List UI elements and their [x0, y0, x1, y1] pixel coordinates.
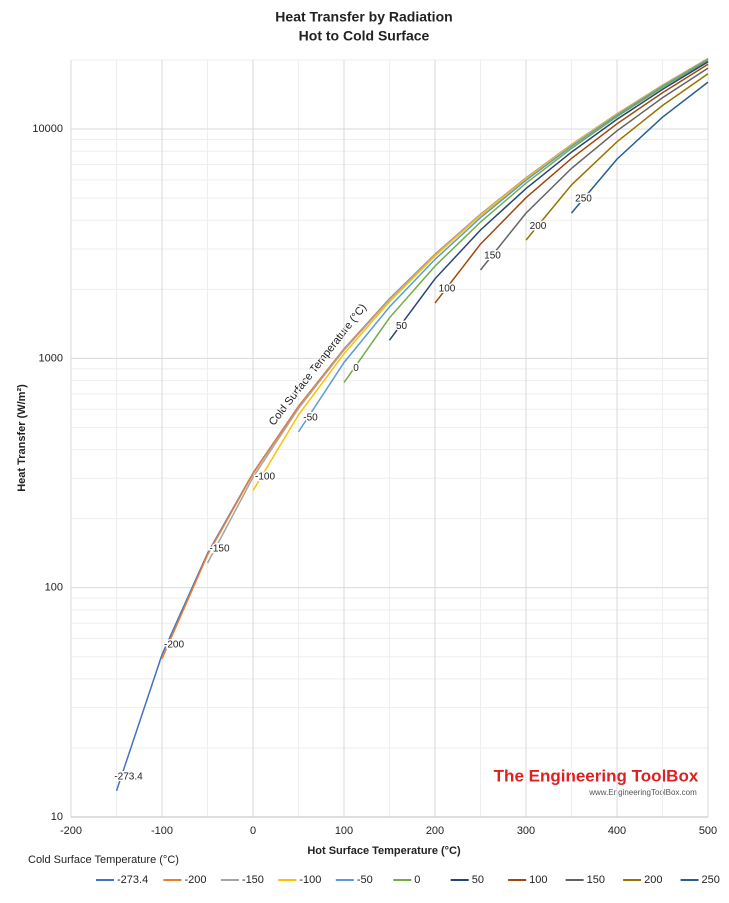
chart-title: Heat Transfer by Radiation [275, 9, 452, 25]
series-line [115, 58, 709, 792]
legend-title: Cold Surface Temperature (°C) [28, 854, 179, 866]
x-tick-label: 200 [426, 825, 444, 837]
series-line [206, 58, 709, 564]
series-line [434, 63, 709, 304]
watermark: The Engineering ToolBox [494, 766, 699, 785]
y-axis-label: Heat Transfer (W/m²) [16, 384, 28, 492]
series-inline-label: 200 [530, 221, 547, 232]
x-tick-label: -100 [151, 825, 173, 837]
series-line [343, 59, 709, 384]
plot-layer: -200 -100 0 100 200 300 400 50010100100010000-2… [32, 58, 720, 886]
series-inline-label: 0 [353, 363, 359, 374]
legend-label: -100 [299, 874, 321, 886]
watermark-url: www.EngineeringToolBox.com [588, 788, 697, 797]
y-tick-label: 1000 [39, 352, 63, 364]
series-line [388, 61, 709, 341]
legend-label: -50 [357, 874, 373, 886]
legend-label: -273.4 [117, 874, 148, 886]
series-inline-label: -273.4 [114, 772, 143, 783]
y-tick-label: 100 [45, 582, 63, 594]
x-tick-label: 100 [335, 825, 353, 837]
x-tick-label: -200 [60, 825, 82, 837]
legend-label: 250 [702, 874, 720, 886]
legend-label: 50 [472, 874, 484, 886]
x-tick-label: 0 [250, 825, 256, 837]
series-inline-label: 250 [575, 194, 592, 205]
series-inline-label: -50 [303, 413, 318, 424]
series-inline-label: -150 [209, 544, 229, 555]
x-tick-label: 400 [608, 825, 626, 837]
series-line [479, 67, 709, 271]
series-line [297, 58, 709, 433]
series-inline-label: 100 [439, 284, 456, 295]
y-tick-label: 10 [51, 811, 63, 823]
legend-label: 200 [644, 874, 662, 886]
legend-label: 150 [587, 874, 605, 886]
legend-label: 0 [414, 874, 420, 886]
series-inline-label: 50 [396, 321, 408, 332]
x-tick-label: 300 [517, 825, 535, 837]
x-axis-label: Hot Surface Temperature (°C) [307, 845, 461, 857]
series-inline-label: 150 [484, 251, 501, 262]
legend-label: -150 [242, 874, 264, 886]
chart-subtitle: Hot to Cold Surface [299, 28, 430, 44]
series-inline-label: -200 [164, 639, 184, 650]
series-inline-label: -100 [255, 471, 275, 482]
legend-label: -200 [184, 874, 206, 886]
legend-label: 100 [529, 874, 547, 886]
series-line [570, 81, 709, 214]
x-tick-label: 500 [699, 825, 717, 837]
y-tick-label: 10000 [32, 123, 63, 135]
series-line [525, 73, 709, 241]
